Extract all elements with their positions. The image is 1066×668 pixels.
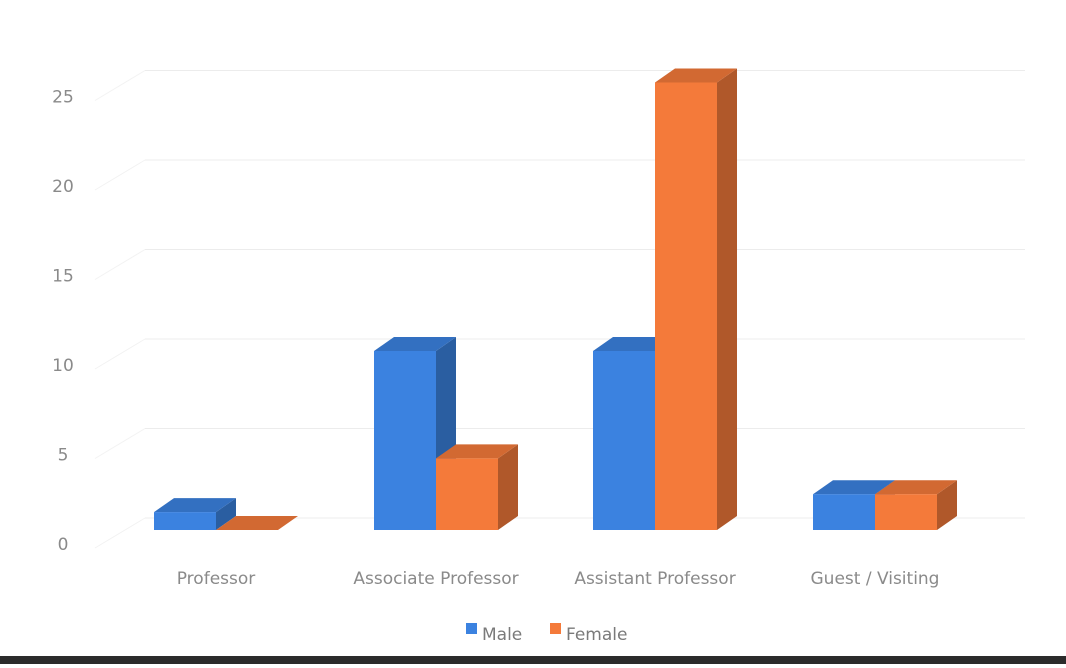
y-tick-label: 0: [58, 535, 69, 555]
y-tick-label: 15: [52, 267, 74, 287]
legend-swatch: [466, 623, 477, 634]
gridline-side: [94, 70, 146, 101]
legend-swatch: [550, 623, 561, 634]
gridlines: [94, 70, 1025, 549]
x-category-label: Assistant Professor: [574, 569, 735, 589]
bar-female-3: [875, 480, 957, 530]
gridline-side: [94, 338, 146, 370]
bottom-border-rule: [0, 656, 1066, 664]
bar-female-1: [436, 444, 518, 530]
y-tick-label: 25: [52, 88, 74, 108]
y-axis-ticks: 0 5 10 15 20 25: [52, 88, 74, 556]
legend-item-male: Male: [466, 623, 522, 645]
gridline-side: [94, 249, 146, 280]
bar-female-2: [655, 68, 737, 530]
legend-label: Male: [482, 625, 522, 645]
gridline-side: [94, 517, 146, 549]
legend-item-female: Female: [550, 623, 627, 645]
legend-label: Female: [566, 625, 627, 645]
x-category-label: Professor: [177, 569, 256, 589]
x-category-label: Associate Professor: [353, 569, 518, 589]
gridline-side: [94, 159, 146, 191]
y-tick-label: 5: [58, 446, 69, 466]
bar-female-0: [216, 516, 298, 530]
x-axis-categories: Professor Associate Professor Assistant Pr…: [177, 569, 940, 589]
y-tick-label: 10: [52, 356, 74, 376]
gridline-side: [94, 428, 146, 459]
bars: [154, 68, 957, 530]
bar-male-0: [154, 498, 236, 530]
y-tick-label: 20: [52, 177, 74, 197]
legend: Male Female: [466, 623, 627, 645]
x-category-label: Guest / Visiting: [811, 569, 940, 589]
